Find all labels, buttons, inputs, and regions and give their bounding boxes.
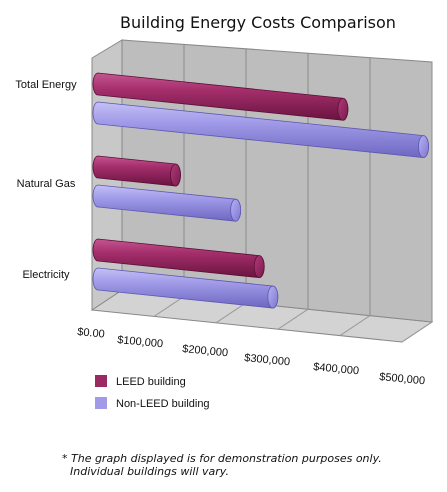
x-tick-label: $100,000 — [117, 334, 164, 350]
x-tick-label: $0.00 — [77, 326, 106, 341]
floor-gridline — [215, 302, 247, 324]
bar-end-cap — [337, 97, 349, 121]
x-tick-labels: $0.00 $100,000 $200,000 $300,000 $400,000 $50… — [77, 326, 426, 387]
bar-leed-electricity — [92, 238, 265, 279]
legend-label: Non-LEED building — [116, 398, 210, 410]
bar-end-cap — [267, 285, 279, 309]
bar-leed-natural-gas — [92, 155, 181, 187]
footnote-line-2: Individual buildings will vary. — [70, 465, 229, 478]
category-label: Total Energy — [15, 79, 77, 91]
footnote-line-1: * The graph displayed is for demonstrati… — [62, 452, 382, 465]
legend-label: LEED building — [116, 376, 186, 388]
floor-gridline — [401, 321, 433, 343]
bar-leed-total-energy — [92, 72, 349, 121]
x-tick-label: $300,000 — [244, 352, 291, 368]
floor-gridline — [277, 308, 309, 330]
floor-gridline — [153, 295, 185, 317]
bars — [92, 72, 429, 309]
category-label: Natural Gas — [17, 178, 76, 190]
x-tick-label: $400,000 — [313, 361, 360, 377]
bar-nonleed-electricity — [92, 267, 279, 309]
category-labels: Total Energy Natural Gas Electricity — [15, 79, 77, 281]
floor-gridline — [339, 315, 371, 337]
bar-nonleed-natural-gas — [92, 184, 242, 222]
bar-end-cap — [253, 255, 265, 279]
legend-swatch — [95, 397, 107, 409]
bar-end-cap — [230, 198, 242, 222]
x-tick-label: $200,000 — [182, 343, 229, 359]
category-label: Electricity — [22, 269, 70, 281]
bar-end-cap — [170, 163, 181, 187]
legend: LEED building Non-LEED building — [95, 375, 210, 410]
footnote: * The graph displayed is for demonstrati… — [62, 452, 422, 478]
chart-title: Building Energy Costs Comparison — [120, 13, 396, 32]
legend-swatch — [95, 375, 107, 387]
x-tick-label: $500,000 — [379, 371, 426, 387]
bar-nonleed-total-energy — [92, 101, 429, 159]
bar-end-cap — [418, 135, 429, 159]
